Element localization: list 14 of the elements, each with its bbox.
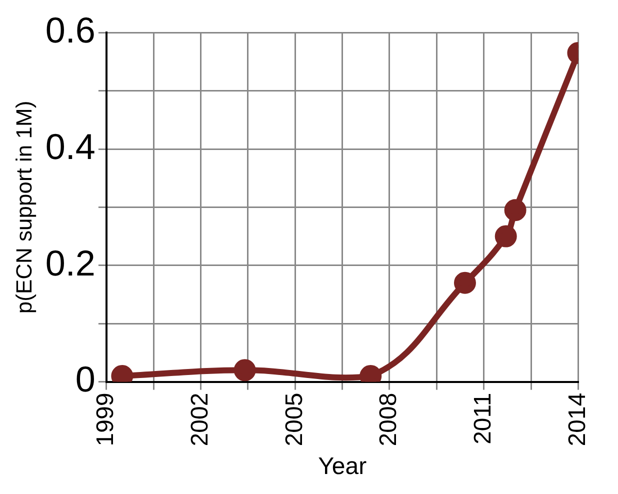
x-tick-label: 2005	[280, 392, 308, 446]
x-tick-label: 2002	[186, 392, 214, 446]
y-axis-title: p(ECN support in 1M)	[11, 100, 36, 314]
point	[234, 359, 256, 382]
y-tick-label: 0.4	[45, 126, 96, 167]
x-axis-title: Year	[318, 453, 367, 480]
point	[494, 225, 517, 248]
y-tick-label: 0.2	[45, 242, 96, 284]
y-tick-label: 0.6	[45, 10, 96, 51]
point	[454, 272, 476, 294]
x-tick-label: 2014	[564, 392, 591, 446]
point	[504, 199, 526, 222]
x-tick-label: 2008	[375, 392, 402, 446]
x-tick-label: 2011	[469, 392, 496, 444]
